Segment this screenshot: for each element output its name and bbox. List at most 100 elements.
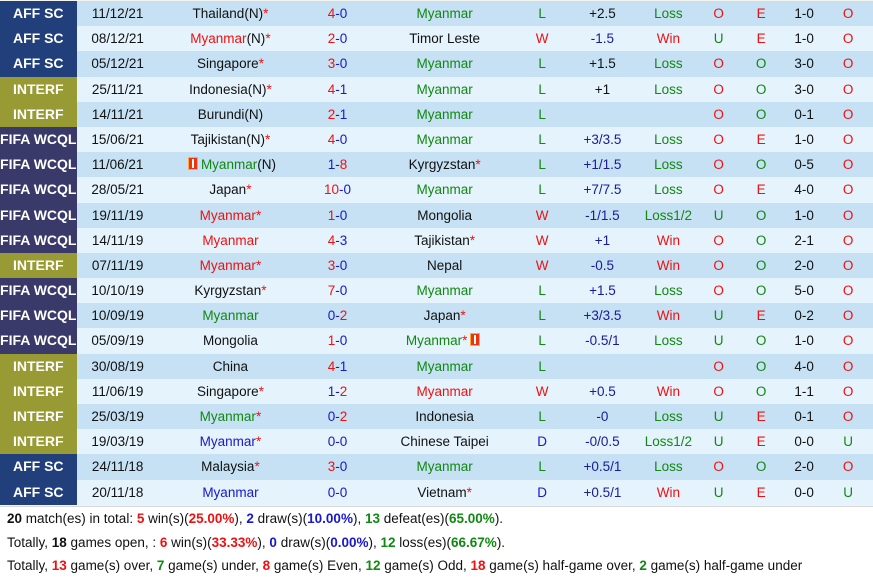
away-team-name[interactable]: Myanmar (416, 182, 473, 198)
away-team-name[interactable]: Vietnam (417, 484, 467, 500)
score-cell[interactable]: 3-0 (302, 51, 373, 76)
score-cell[interactable]: 0-2 (302, 404, 373, 429)
score-cell[interactable]: 4-0 (302, 1, 373, 26)
home-team-name[interactable]: Malaysia (201, 459, 255, 475)
home-team-name[interactable]: Kyrgyzstan (194, 283, 262, 299)
away-team-name[interactable]: Mongolia (417, 207, 473, 223)
home-score: 4 (327, 131, 336, 147)
league-badge[interactable]: FIFA WCQL (0, 152, 77, 178)
away-team-name[interactable]: Myanmar (416, 106, 473, 122)
away-score: 0 (339, 56, 348, 72)
league-badge[interactable]: FIFA WCQL (0, 202, 77, 228)
home-team-name[interactable]: Myanmar (200, 157, 258, 173)
away-team-name[interactable]: Myanmar (416, 358, 473, 374)
star-marker: * (469, 232, 476, 248)
away-team-name[interactable]: Nepal (426, 257, 463, 273)
odd-even: E (756, 484, 766, 500)
score-cell[interactable]: 1-0 (302, 328, 373, 353)
summary-stat-value: 5 (136, 511, 145, 526)
score-cell[interactable]: 0-0 (302, 429, 373, 454)
league-badge[interactable]: AFF SC (0, 26, 77, 52)
home-team-name[interactable]: Myanmar (202, 232, 259, 248)
away-team-name[interactable]: Myanmar (416, 131, 473, 147)
score-cell[interactable]: 3-0 (302, 253, 373, 278)
match-date: 10/10/19 (91, 283, 144, 299)
table-row: AFF SC 05/12/21 Singapore* 3-0 Myanmar L +1.5 L… (0, 51, 873, 77)
home-team-name[interactable]: Japan (209, 182, 247, 198)
league-badge[interactable]: FIFA WCQL (0, 303, 77, 329)
away-team-name[interactable]: Timor Leste (409, 31, 481, 47)
match-result: L (538, 106, 546, 122)
league-badge[interactable]: INTERF (0, 404, 77, 430)
score-cell[interactable]: 4-3 (302, 228, 373, 253)
summary-stat-value: 0.00% (330, 534, 369, 550)
score-cell[interactable]: 4-0 (302, 127, 373, 152)
league-badge[interactable]: AFF SC (0, 51, 77, 77)
away-team-name[interactable]: Chinese Taipei (400, 434, 489, 450)
score-cell[interactable]: 1-0 (302, 203, 373, 228)
score-cell[interactable]: 2-0 (302, 26, 373, 51)
away-score: 8 (339, 157, 348, 173)
home-team-name[interactable]: Myanmar (202, 484, 259, 500)
home-team-name[interactable]: Tajikistan (190, 131, 247, 147)
away-team-name[interactable]: Japan (423, 308, 461, 324)
summary-text: defeat(es)( (379, 511, 450, 526)
league-badge[interactable]: INTERF (0, 378, 77, 404)
home-team-name[interactable]: Myanmar (199, 409, 256, 424)
league-badge[interactable]: INTERF (0, 429, 77, 455)
home-team-name[interactable]: Myanmar (199, 207, 256, 223)
league-badge[interactable]: AFF SC (0, 454, 77, 480)
league-badge[interactable]: INTERF (0, 76, 77, 102)
league-badge[interactable]: FIFA WCQL (0, 278, 77, 304)
home-score: 2 (327, 31, 336, 47)
league-badge[interactable]: AFF SC (0, 479, 77, 505)
away-team-name[interactable]: Kyrgyzstan (408, 157, 476, 173)
score-cell[interactable]: 3-0 (302, 454, 373, 479)
score-cell[interactable]: 1-8 (302, 152, 373, 177)
home-team-name[interactable]: Singapore (197, 383, 259, 399)
home-team-name[interactable]: Thailand (192, 6, 245, 21)
home-team-name[interactable]: Myanmar (202, 308, 259, 324)
home-team-name[interactable]: China (212, 358, 249, 374)
league-badge[interactable]: FIFA WCQL (0, 328, 77, 354)
score-cell[interactable]: 0-2 (302, 303, 373, 328)
away-team-name[interactable]: Myanmar (416, 283, 473, 299)
league-badge[interactable]: AFF SC (0, 1, 77, 27)
score-cell[interactable]: 2-1 (302, 102, 373, 127)
score-cell[interactable]: 4-1 (302, 354, 373, 379)
league-badge[interactable]: FIFA WCQL (0, 177, 77, 203)
home-team-name[interactable]: Myanmar (199, 257, 256, 273)
score-cell[interactable]: 10-0 (302, 177, 373, 202)
home-team-name[interactable]: Mongolia (203, 333, 258, 349)
home-team-name[interactable]: Burundi (197, 106, 245, 122)
league-badge[interactable]: INTERF (0, 252, 77, 279)
home-team-name[interactable]: Indonesia (189, 81, 248, 97)
score-cell[interactable]: 7-0 (302, 278, 373, 303)
half-time-score: 0-1 (794, 409, 814, 424)
home-score: 1 (327, 157, 336, 173)
away-team-name[interactable]: Myanmar (416, 56, 473, 72)
league-badge[interactable]: FIFA WCQL (0, 126, 77, 153)
away-team-name[interactable]: Tajikistan (414, 232, 470, 248)
away-team-name[interactable]: Myanmar (405, 333, 463, 349)
away-team-name[interactable]: Indonesia (415, 409, 474, 424)
home-team-name[interactable]: Myanmar (199, 434, 256, 450)
table-row: INTERF 25/11/21 Indonesia(N)* 4-1 Myanmar L +1… (0, 76, 873, 102)
home-score: 0 (327, 409, 336, 424)
home-team-name[interactable]: Myanmar (190, 31, 247, 47)
away-team-name[interactable]: Myanmar (416, 81, 473, 97)
league-badge[interactable]: FIFA WCQL (0, 227, 77, 253)
score-cell[interactable]: 4-1 (302, 77, 373, 102)
score-cell[interactable]: 0-0 (302, 480, 373, 505)
score-separator: - (335, 106, 340, 122)
league-badge[interactable]: INTERF (0, 101, 77, 127)
away-team-name[interactable]: Myanmar (416, 459, 473, 475)
home-team-name[interactable]: Singapore (197, 56, 259, 72)
league-badge[interactable]: INTERF (0, 353, 77, 379)
half-time-score: 0-1 (794, 106, 814, 122)
away-team-name[interactable]: Myanmar (416, 383, 473, 399)
score-cell[interactable]: 1-2 (302, 379, 373, 404)
half-time-over-under: O (842, 131, 854, 147)
match-result: L (538, 157, 546, 173)
away-team-name[interactable]: Myanmar (416, 6, 473, 21)
